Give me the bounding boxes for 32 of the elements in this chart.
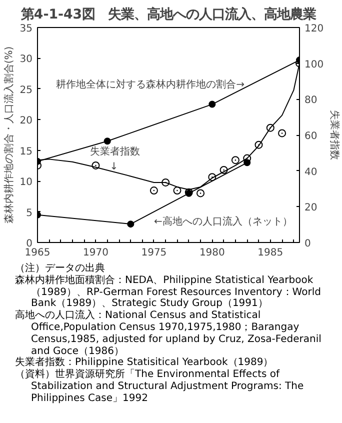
x-tick-label: 1965 [24,248,50,258]
annotation: 失業者指数 [90,146,140,158]
text: （資料）世界資源研究所「The Environmental Effects of Stabilization and Structural Adjustment Programs: The Philippines Case」1992 [14,369,305,405]
y-axis-title: 森林内耕作地の割合・人口流入割合(%) [2,46,15,224]
y-tick-label: 15 [20,146,33,158]
text: 高地への人口流入：National Census and Statistical Office,Population Census 1970,1975,1980；Barangay Census,1985, adjusted for upland by Cruz, Zosa-Federanil and Goce（1986） [14,310,322,357]
y-tick-label: 0 [26,238,33,250]
y-tick-label: 35 [20,24,33,34]
text: 失業者指数：Philippine Statisitical Yearbook（1989） [14,357,274,368]
x-tick-label: 1980 [199,248,225,258]
y2-axis-title: 失業者指数 [328,110,341,160]
annotation: ←高地への人口流入（ネット） [154,216,292,228]
y-tick-label: 30 [20,54,33,66]
text: （注）データの出典 [14,263,106,274]
annotation: ↓ [110,161,118,172]
y-tick-label: 10 [20,177,33,188]
y2-tick-label: 80 [304,95,318,106]
y2-tick-label: 120 [304,24,324,34]
x-tick-label: 1985 [258,248,284,258]
y2-tick-label: 60 [304,131,318,142]
y2-tick-label: 0 [304,238,311,250]
y-tick-label: 20 [20,116,33,127]
text: 森林内耕作地面積割合：NEDA、Philippine Statistical Yearbook（1989）、RP-German Forest Resources Inventory：World Bank（1989）、Strategic Study Group（1991） [14,274,322,310]
chart-title: 第4-1-43図 失業、高地への人口流入、高地農業 [20,6,316,22]
x-tick-label: 1975 [141,248,167,258]
y-tick-label: 25 [20,84,33,96]
y2-tick-label: 20 [304,202,318,214]
x-tick-label: 1970 [83,248,108,258]
y2-tick-label: 100 [304,59,324,70]
y-tick-label: 5 [26,208,33,219]
y2-tick-label: 40 [304,166,318,178]
annotation: 耕作地全体に対する森林内耕作地の割合→ [56,78,245,91]
